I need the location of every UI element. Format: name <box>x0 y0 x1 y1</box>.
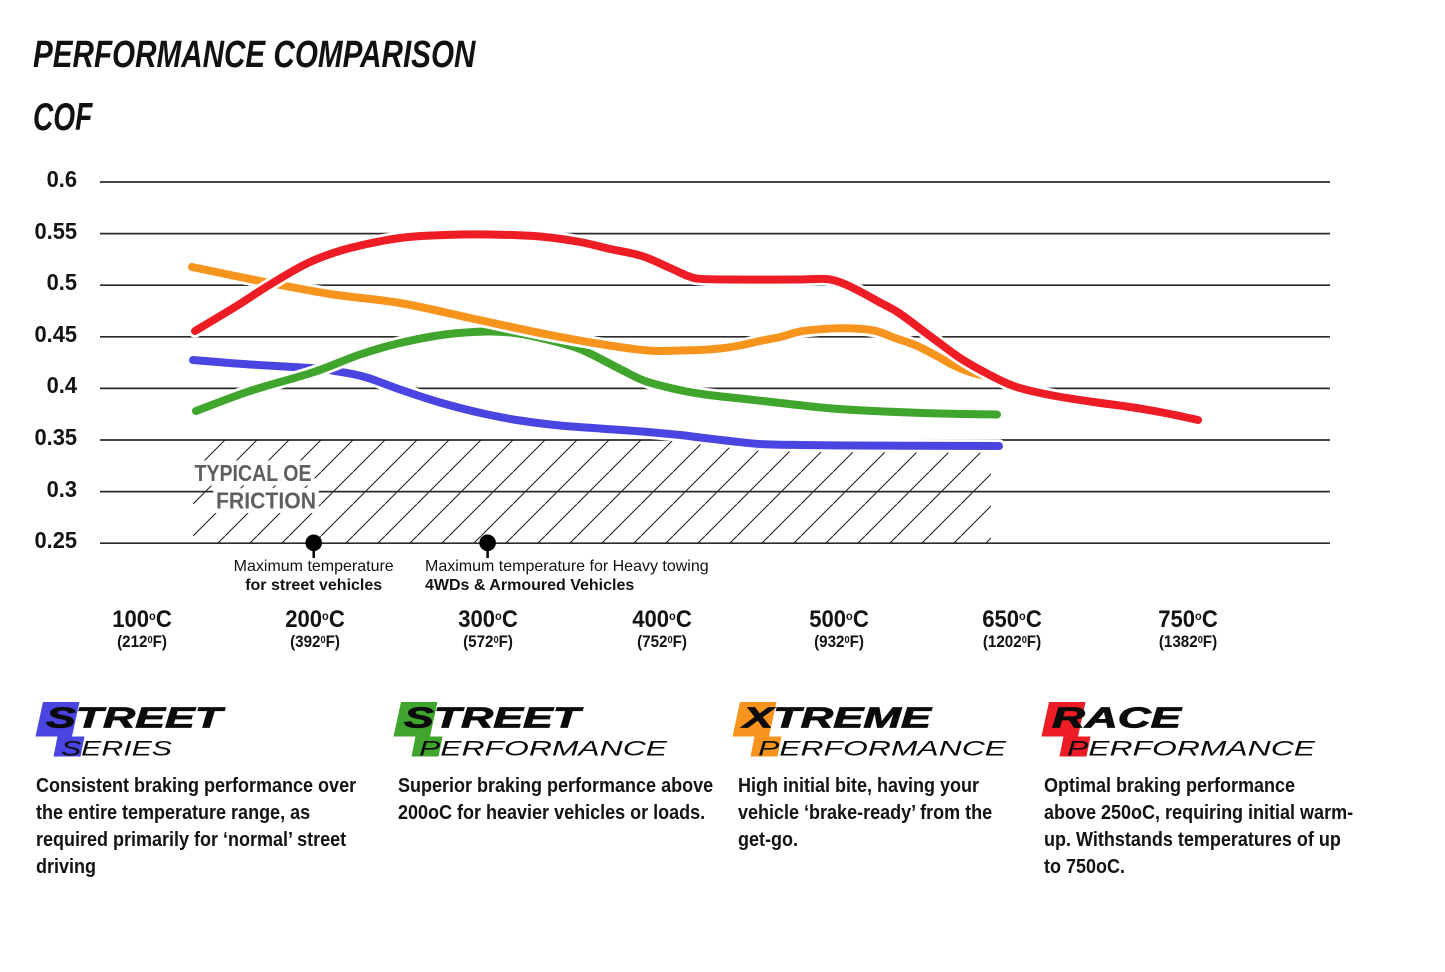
svg-text:SERIES: SERIES <box>61 737 173 761</box>
svg-text:STREET: STREET <box>404 703 584 735</box>
svg-text:PERFORMANCE: PERFORMANCE <box>1067 737 1316 761</box>
svg-text:TYPICAL OE: TYPICAL OE <box>195 460 312 486</box>
svg-text:PERFORMANCE: PERFORMANCE <box>419 737 668 761</box>
svg-text:XTREME: XTREME <box>740 703 934 735</box>
svg-text:FRICTION: FRICTION <box>216 488 316 514</box>
svg-text:STREET: STREET <box>46 703 226 735</box>
svg-text:PERFORMANCE: PERFORMANCE <box>758 737 1007 761</box>
svg-text:RACE: RACE <box>1052 703 1184 735</box>
